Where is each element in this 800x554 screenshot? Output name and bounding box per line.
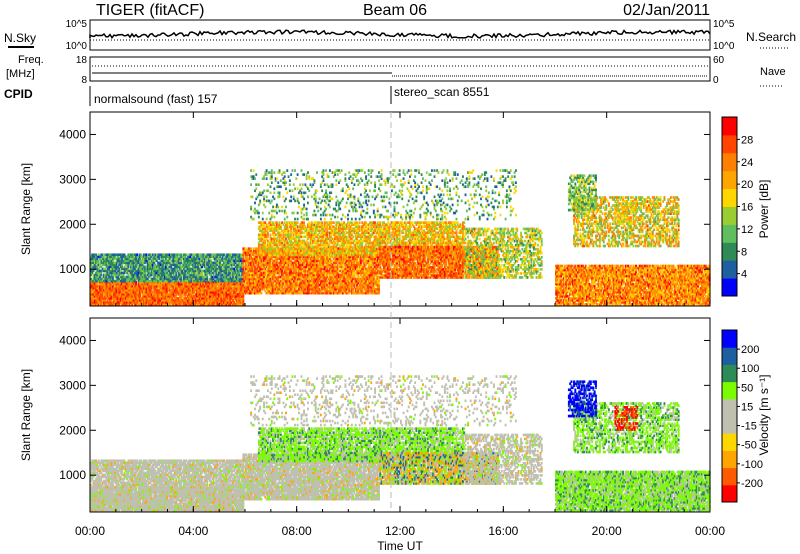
nsky-tick-top: 10^5 [66,19,88,30]
nsky-label: N.Sky [4,31,36,45]
beam-label: Beam 06 [363,2,427,19]
freq-panel-frame [90,57,710,81]
freq-label: Freq. [18,54,44,66]
radar-title: TIGER (fitACF) [96,2,204,19]
nave-tick-bottom: 0 [713,75,719,86]
power-heatmap [90,169,711,305]
freq-unit: [MHz] [6,68,35,80]
nave-tick-top: 60 [713,55,725,66]
nsky-tick-bottom: 10^0 [66,41,88,52]
power-cell [261,292,263,295]
nsearch-label: N.Search [746,30,796,44]
freq-tick-top: 18 [76,55,88,66]
nave-label: Nave [760,66,786,78]
date-label: 02/Jan/2011 [623,2,710,19]
cpid-label: CPID [4,87,33,101]
freq-tick-bottom: 8 [81,75,87,86]
cpid-segment-1: normalsound (fast) 157 [94,92,218,106]
power-cell [250,247,252,250]
nsky-trace [90,30,710,40]
rti-figure: TIGER (fitACF) Beam 06 02/Jan/2011 N.Sky… [0,0,800,554]
cpid-segment-2: stereo_scan 8551 [394,85,490,99]
nsky-line [90,30,710,38]
nsearch-tick-top: 10^5 [713,19,735,30]
nsearch-tick-bottom: 10^0 [713,41,735,52]
